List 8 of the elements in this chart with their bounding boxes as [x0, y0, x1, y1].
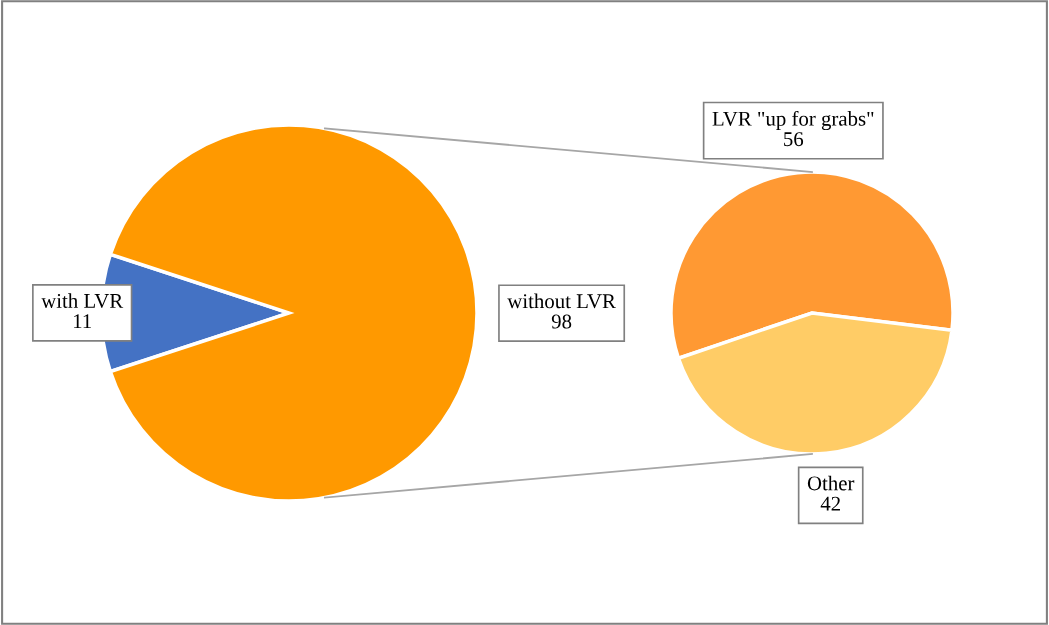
data-label: 56 — [784, 132, 804, 147]
slice-label: LVR "up for grabs" — [712, 110, 874, 131]
slice-label: with LVR — [41, 293, 124, 309]
slice-label: Other — [807, 475, 855, 491]
data-label: 42 — [820, 496, 840, 511]
data-label: 98 — [551, 314, 572, 329]
slice-label: without LVR — [507, 293, 616, 309]
data-label: 11 — [74, 314, 91, 329]
